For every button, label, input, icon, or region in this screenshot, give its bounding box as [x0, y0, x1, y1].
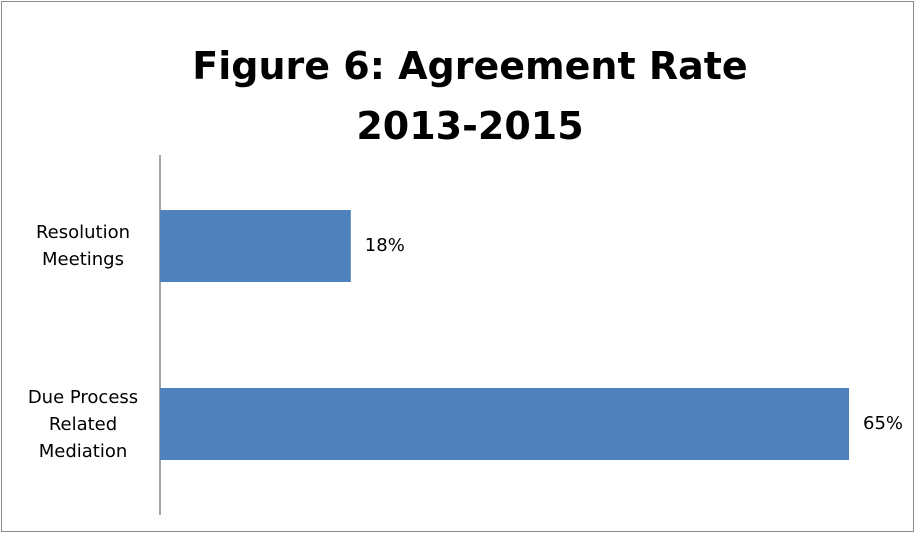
- bar: [160, 388, 849, 460]
- y-tick-label: Resolution Meetings: [35, 222, 131, 270]
- data-label: 18%: [364, 235, 405, 256]
- chart-title: Figure 6: Agreement Rate 2013-2015: [192, 44, 748, 148]
- y-tick-label: Due Process Related Mediation: [27, 386, 139, 462]
- bar: [160, 210, 351, 282]
- data-label: 65%: [863, 413, 904, 434]
